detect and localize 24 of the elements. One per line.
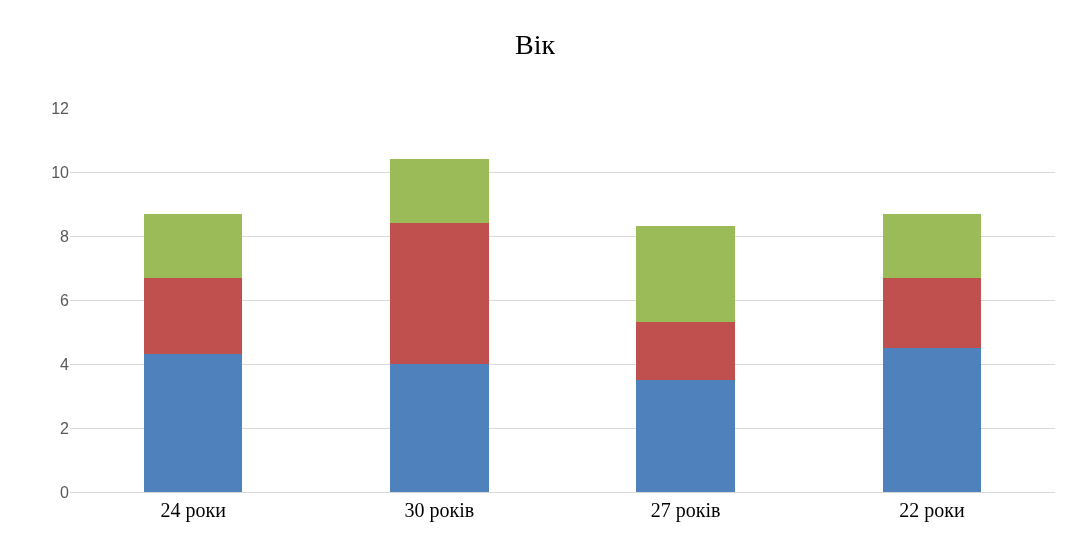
bar	[390, 364, 489, 492]
y-tick-label: 12	[51, 99, 70, 117]
chart-title: Вік	[514, 28, 556, 60]
x-tick-label: 30 років	[404, 499, 475, 522]
bar	[882, 348, 982, 492]
y-tick-label: 10	[51, 163, 70, 181]
bar	[636, 322, 735, 380]
bar	[882, 277, 982, 348]
y-tick-label: 0	[60, 483, 70, 501]
bar	[636, 380, 735, 492]
x-tick-label: 27 років	[650, 499, 721, 522]
x-tick-label: 24 роки	[160, 499, 227, 522]
bar	[636, 226, 735, 323]
y-tick-label: 4	[60, 355, 70, 373]
y-tick-label: 8	[60, 227, 70, 245]
x-tick-label: 22 роки	[899, 499, 965, 522]
y-tick-label: 2	[60, 419, 70, 437]
bar	[143, 277, 243, 355]
bar	[143, 213, 243, 278]
bar	[390, 159, 489, 224]
bar	[882, 213, 982, 278]
y-tick-label: 6	[60, 291, 70, 309]
bar	[143, 354, 243, 492]
bar	[390, 223, 489, 364]
